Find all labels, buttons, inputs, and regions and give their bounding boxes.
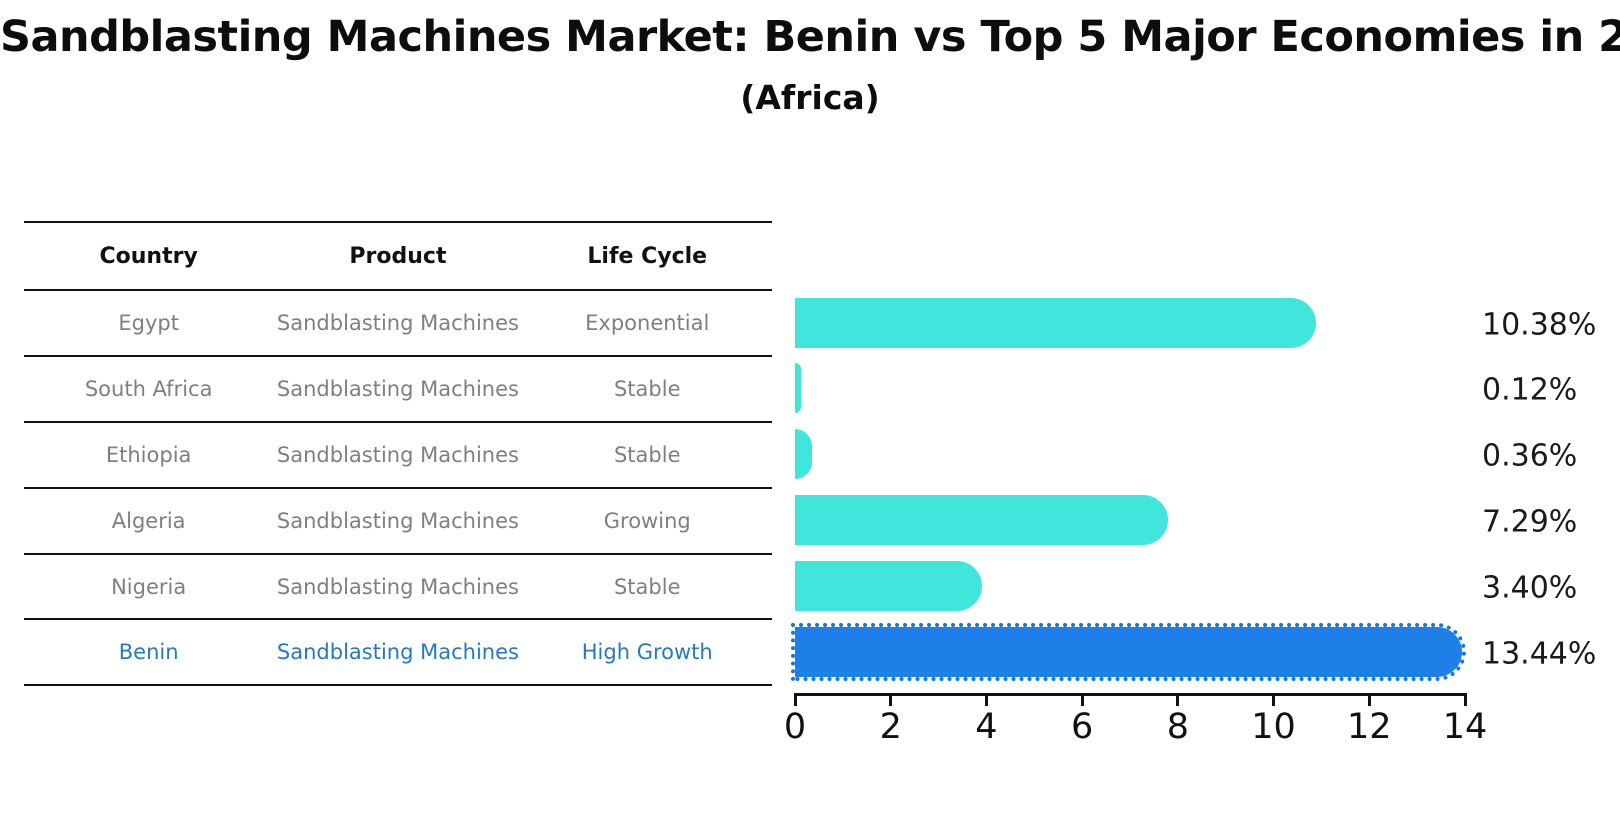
x-axis-label-4: 4 [975, 707, 998, 747]
table-cell-product-benin: Sandblasting Machines [276, 640, 519, 665]
bar-south-africa [795, 363, 801, 414]
table-cell-life-cycle-south-africa: Stable [613, 376, 681, 401]
table-header-row: Country Product Life Cycle [24, 223, 772, 291]
value-label-nigeria: 3.40% [1482, 570, 1578, 606]
x-axis-tickmark-12 [1367, 696, 1371, 706]
table-cell-life-cycle-algeria: Growing [603, 508, 691, 533]
country-table: Country Product Life Cycle Egypt Sandblas… [24, 221, 772, 687]
table-cell-country-nigeria: Nigeria [111, 574, 187, 599]
x-axis-line [794, 693, 1467, 696]
value-label-algeria: 7.29% [1482, 504, 1578, 540]
bar-nigeria [795, 561, 982, 612]
table-cell-product-ethiopia: Sandblasting Machines [276, 442, 519, 467]
bar-egypt [795, 297, 1316, 348]
value-label-benin: 13.44% [1482, 636, 1597, 672]
table-row-south-africa: South Africa Sandblasting Machines Stable [24, 357, 772, 423]
table-row-egypt: Egypt Sandblasting Machines Exponential [24, 291, 772, 357]
x-axis-tickmark-0 [793, 696, 797, 706]
table-cell-country-benin: Benin [118, 640, 179, 665]
chart-subtitle: (Africa) [740, 78, 880, 117]
table-body: Egypt Sandblasting Machines Exponential Sou… [24, 291, 772, 687]
x-axis-tickmark-8 [1176, 696, 1180, 706]
table-header-life-cycle: Life Cycle [587, 243, 708, 269]
table-cell-country-south-africa: South Africa [84, 376, 213, 401]
bar-benin [790, 623, 1467, 681]
table-cell-life-cycle-benin: High Growth [581, 640, 713, 665]
table-cell-life-cycle-ethiopia: Stable [613, 442, 681, 467]
value-label-egypt: 10.38% [1482, 307, 1597, 342]
x-axis-label-12: 12 [1347, 707, 1392, 747]
table-cell-country-ethiopia: Ethiopia [105, 442, 192, 467]
x-axis-label-8: 8 [1166, 707, 1189, 747]
x-axis-tickmark-4 [984, 696, 988, 706]
table-header-country: Country [99, 243, 198, 269]
bar-algeria [795, 495, 1168, 546]
table-cell-life-cycle-nigeria: Stable [613, 574, 681, 599]
value-label-ethiopia: 0.36% [1482, 438, 1578, 474]
table-header-product: Product [349, 243, 447, 269]
table-row-benin: Benin Sandblasting Machines High Growth [24, 620, 772, 687]
table-cell-life-cycle-egypt: Exponential [585, 310, 710, 335]
table-cell-country-egypt: Egypt [118, 310, 179, 335]
table-cell-product-algeria: Sandblasting Machines [276, 508, 519, 533]
table-row-ethiopia: Ethiopia Sandblasting Machines Stable [24, 423, 772, 489]
table-cell-country-algeria: Algeria [111, 508, 186, 533]
x-axis-tickmark-2 [889, 696, 893, 706]
table-cell-product-south-africa: Sandblasting Machines [276, 376, 519, 401]
x-axis-label-0: 0 [783, 707, 807, 747]
table-cell-product-nigeria: Sandblasting Machines [276, 574, 519, 599]
bar-ethiopia [795, 429, 813, 480]
x-axis-tickmark-6 [1080, 696, 1084, 706]
x-axis-label-10: 10 [1251, 707, 1296, 747]
table-row-nigeria: Nigeria Sandblasting Machines Stable [24, 555, 772, 621]
x-axis-label-14: 14 [1442, 707, 1488, 747]
x-axis-label-6: 6 [1071, 707, 1094, 747]
x-axis-tickmark-14 [1463, 696, 1467, 706]
table-cell-product-egypt: Sandblasting Machines [276, 310, 519, 335]
table-row-algeria: Algeria Sandblasting Machines Growing [24, 489, 772, 555]
chart-title: Sandblasting Machines Market: Benin vs T… [0, 12, 1620, 62]
value-label-south-africa: 0.12% [1482, 372, 1578, 408]
x-axis-label-2: 2 [879, 707, 902, 747]
x-axis-tickmark-10 [1272, 696, 1276, 706]
